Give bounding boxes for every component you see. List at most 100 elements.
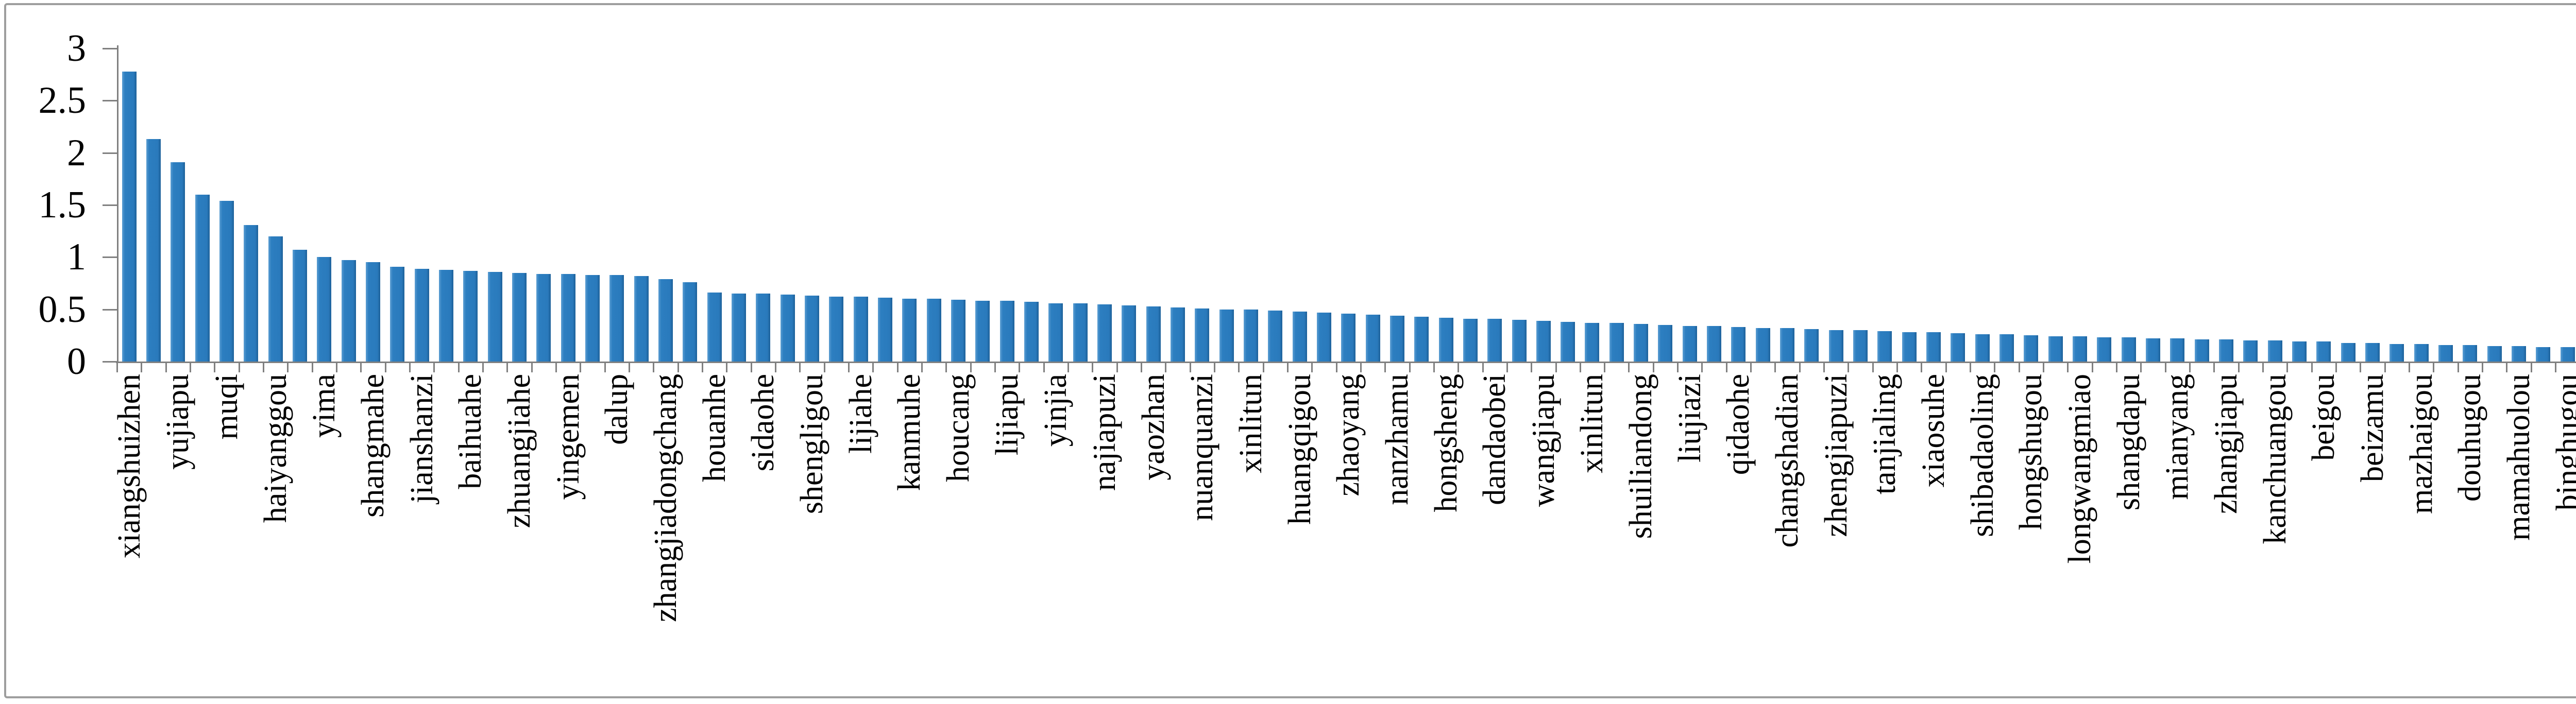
bar [2389,344,2404,362]
bar [707,293,722,362]
bar [414,268,429,362]
bar [1463,318,1478,362]
bar [317,257,332,362]
bar [1341,313,1356,362]
bar [463,270,478,362]
y-tick-label: 1 [67,236,86,279]
bar [219,200,234,362]
x-tick-mark [1116,363,1118,372]
x-tick-mark [970,363,972,372]
x-tick-mark [531,363,533,372]
x-tick-mark [628,363,630,372]
x-tick-mark [1482,363,1484,372]
bar [609,274,624,362]
bar [853,297,868,362]
bar [2024,335,2039,362]
x-tick-mark [1019,363,1021,372]
bar [902,299,917,362]
x-tick-mark [287,363,289,372]
x-axis-label: nanzhamu [1379,374,1415,505]
bar [1438,317,1453,362]
bar [2414,344,2429,362]
x-tick-mark [1823,363,1825,372]
x-axis-label: lijiapu [989,374,1025,456]
x-tick-mark [872,363,874,372]
bar [1243,309,1258,362]
y-tick-mark [103,361,117,363]
x-tick-mark [1043,363,1045,372]
x-axis-label: hongsheng [1428,374,1464,512]
x-axis-label: zhaoyang [1331,374,1366,496]
bar [1316,312,1331,362]
x-axis-label: yima [307,374,342,438]
x-axis-label: dandaobei [1477,374,1513,505]
y-tick-mark [103,256,117,259]
bar [2536,347,2551,362]
x-tick-mark [116,363,118,372]
bar [1292,311,1307,362]
bar [195,194,210,362]
x-tick-mark [1506,363,1508,372]
x-axis-label: shangmahe [355,374,391,518]
bar [1122,305,1137,362]
x-axis-label: yaozhan [1136,374,1171,480]
x-tick-mark [360,363,362,372]
x-axis-label: houcang [940,374,976,483]
x-tick-mark [2213,363,2215,372]
bar [2365,342,2380,362]
x-tick-mark [2286,363,2289,372]
x-axis-label: kanchuangou [2257,374,2293,544]
x-tick-mark [238,363,240,372]
x-tick-mark [1384,363,1386,372]
x-tick-mark [604,363,606,372]
bar [1170,307,1185,362]
x-tick-mark [1165,363,1167,372]
x-tick-mark [994,363,996,372]
bar [1999,334,2014,362]
bar [1365,314,1380,362]
x-tick-mark [1921,363,1923,372]
x-tick-mark [945,363,947,372]
x-tick-mark [1750,363,1752,372]
x-tick-mark [2530,363,2532,372]
x-axis-label: kanmuhe [892,374,927,491]
x-axis-label: beigou [2306,374,2342,461]
x-tick-mark [1555,363,1557,372]
x-tick-mark [1628,363,1630,372]
x-tick-mark [1945,363,1947,372]
bar [536,273,551,362]
x-axis-label: qidaohe [1721,374,1756,475]
x-axis-label: shangdapu [2111,374,2146,511]
bar [1389,315,1404,362]
bar [2512,346,2527,362]
x-tick-mark [1092,363,1094,372]
y-tick-label: 0.5 [38,288,87,331]
bar [2341,342,2355,362]
x-tick-mark [1213,363,1215,372]
x-tick-mark [335,363,337,372]
x-axis-label: mianyang [2160,374,2195,500]
x-tick-mark [433,363,435,372]
x-axis-label: yujiapu [160,374,196,470]
x-tick-mark [1652,363,1654,372]
bar [292,250,307,362]
x-axis-label: xinlitun [1233,374,1268,473]
bar [634,276,649,362]
x-tick-mark [1531,363,1533,372]
bar [341,260,356,362]
x-tick-mark [311,363,313,372]
x-axis-label: tanjialing [1867,374,1903,495]
x-tick-mark [921,363,923,372]
bar [2243,340,2258,362]
y-tick-mark [103,100,117,102]
bar [2267,340,2282,362]
x-tick-mark [1872,363,1874,372]
bar [512,272,527,362]
x-axis-label: jianshanzi [404,374,439,504]
bar [438,269,453,362]
bar [1195,308,1210,362]
x-axis-label: douhugou [2452,374,2488,502]
x-tick-mark [2335,363,2337,372]
x-tick-mark [1360,363,1362,372]
x-axis-label: lijiahe [843,374,878,454]
